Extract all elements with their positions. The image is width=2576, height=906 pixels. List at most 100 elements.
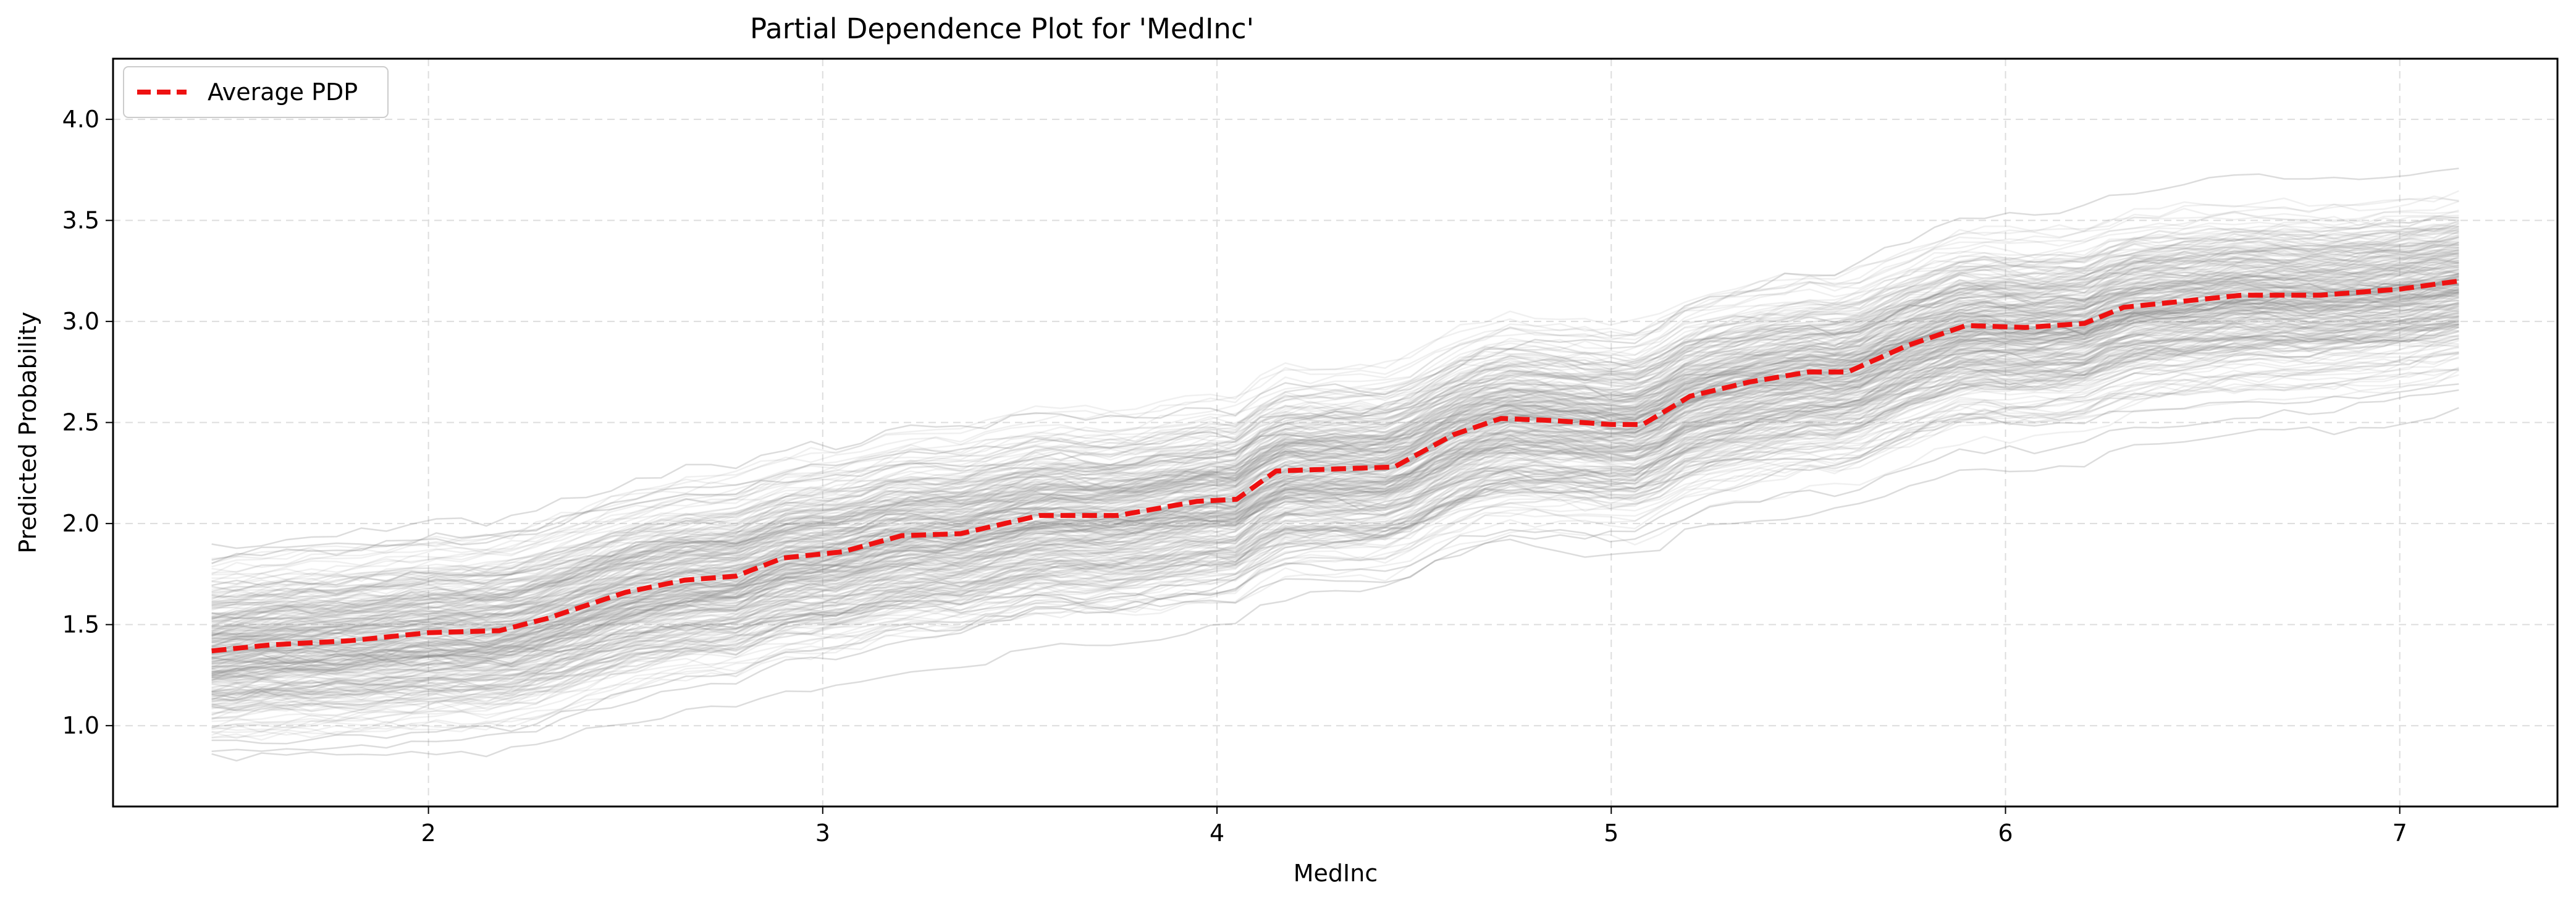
ice-curve (211, 302, 2459, 561)
ice-curve (211, 240, 2459, 598)
ice-curve (211, 279, 2459, 710)
ice-curve (211, 274, 2459, 654)
ice-curve (211, 228, 2459, 574)
ice-curve (211, 306, 2459, 593)
y-tick-label: 4.0 (62, 106, 99, 133)
ice-curve (211, 248, 2459, 648)
ice-curve (211, 262, 2459, 635)
ice-curve (211, 286, 2459, 739)
ice-curve (211, 352, 2459, 675)
ice-curve (211, 195, 2459, 655)
ice-curve (211, 225, 2459, 677)
ice-curve (211, 257, 2459, 598)
ice-curve (211, 310, 2459, 640)
ice-curve (211, 242, 2459, 682)
ice-curve (211, 242, 2459, 656)
ice-curve (211, 291, 2459, 674)
ice-curve (211, 320, 2459, 628)
ice-curve (211, 321, 2459, 709)
ice-curve (211, 277, 2459, 604)
ice-curve (211, 261, 2459, 695)
ice-curve (211, 251, 2459, 697)
x-axis: 2 3 4 5 6 7 (421, 807, 2407, 847)
x-tick-label: 4 (1210, 819, 1224, 847)
ice-curve (211, 248, 2459, 653)
ice-curve (211, 329, 2459, 677)
ice-curve (211, 315, 2459, 692)
ice-curve (211, 227, 2459, 637)
ice-curve (211, 265, 2459, 627)
ice-curve (211, 326, 2459, 659)
ice-curve (211, 303, 2459, 615)
ice-curve (211, 351, 2459, 702)
ice-curve (211, 295, 2459, 620)
ice-curve (211, 229, 2459, 611)
ice-curve (211, 239, 2459, 638)
plot-frame (112, 57, 2559, 808)
ice-curve (211, 307, 2459, 660)
ice-curve (211, 259, 2459, 716)
ice-curve (211, 300, 2459, 661)
ice-curve (211, 316, 2459, 695)
ice-curve (211, 259, 2459, 692)
y-tick-label: 3.0 (62, 308, 99, 335)
y-tick-label: 2.5 (62, 409, 99, 436)
ice-curve (211, 352, 2459, 656)
ice-curve (211, 284, 2459, 665)
ice-curve (211, 285, 2459, 677)
x-tick-label: 5 (1604, 819, 1618, 847)
legend: Average PDP (123, 66, 389, 118)
ice-curve (211, 278, 2459, 644)
ice-curve (211, 217, 2459, 677)
ice-curve (211, 407, 2459, 664)
ice-curve (211, 315, 2459, 651)
ice-curve (211, 294, 2459, 719)
ice-curve (211, 253, 2459, 620)
ice-curve (211, 341, 2459, 672)
ice-curve (211, 231, 2459, 669)
ice-curve (211, 310, 2459, 653)
ice-curve (211, 297, 2459, 663)
ice-curve (211, 300, 2459, 574)
ice-curve (211, 300, 2459, 704)
ice-curve (211, 243, 2459, 680)
ice-curve (211, 251, 2459, 598)
ice-curve (211, 325, 2459, 698)
ice-curve (211, 288, 2459, 622)
x-tick-label: 3 (815, 819, 830, 847)
ice-curve (211, 276, 2459, 635)
ice-curve (211, 276, 2459, 599)
ice-curve (211, 236, 2459, 635)
ice-curve (211, 324, 2459, 618)
ice-curve (211, 200, 2459, 677)
ice-curve (211, 281, 2459, 549)
ice-curve (211, 323, 2459, 762)
ice-curve (211, 305, 2459, 607)
ice-curve (211, 247, 2459, 623)
ice-curve (211, 326, 2459, 633)
x-tick-label: 2 (421, 819, 436, 847)
ice-curve (211, 235, 2459, 701)
ice-curve (211, 214, 2459, 609)
ice-curve (211, 244, 2459, 667)
ice-curve (211, 295, 2459, 696)
pdp-series (211, 278, 2459, 654)
ice-curve (211, 326, 2459, 591)
ice-curve (211, 350, 2459, 654)
ice-curve (211, 292, 2459, 684)
ice-curve (211, 289, 2459, 664)
ice-curve (211, 322, 2459, 633)
ice-curve (211, 287, 2459, 736)
ice-curve (211, 234, 2459, 648)
grid (113, 59, 2557, 807)
ice-curve (211, 250, 2459, 648)
ice-curve (211, 323, 2459, 638)
ice-curve (211, 297, 2459, 619)
ice-curve (211, 279, 2459, 568)
ice-curve (211, 294, 2459, 677)
ice-curve (211, 315, 2459, 696)
ice-curve (211, 284, 2459, 668)
x-axis-label: MedInc (1294, 860, 1378, 887)
ice-curve (211, 259, 2459, 700)
